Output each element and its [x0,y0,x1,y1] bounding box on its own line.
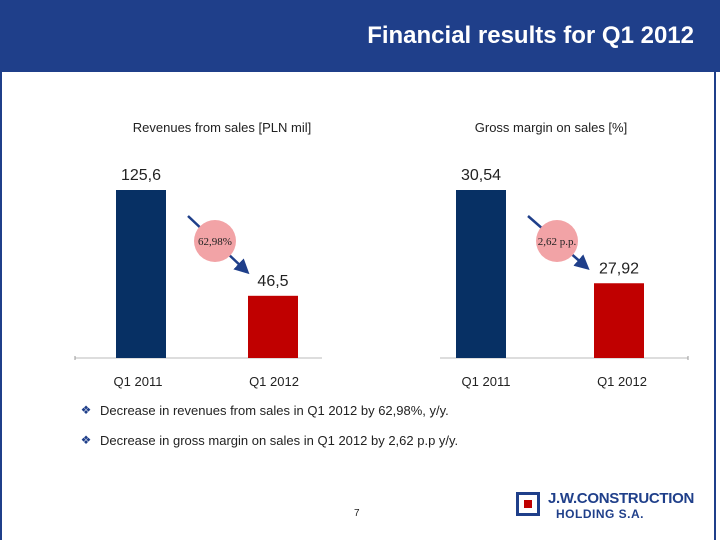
content-frame [0,72,716,540]
chart-title-revenues: Revenues from sales [PLN mil] [133,120,311,135]
bullet-text: Decrease in revenues from sales in Q1 20… [100,402,449,418]
bar-gross-margin-q1-2011 [456,190,506,358]
header-bar: Financial results for Q1 2012 [0,0,720,72]
bullet-text: Decrease in gross margin on sales in Q1 … [100,432,459,448]
diamond-bullet-icon: ❖ [80,403,92,417]
page-number: 7 [354,508,360,519]
value-label-revenues-2011: 125,6 [121,167,161,184]
value-label-gross-margin-2012: 27,92 [599,260,639,277]
company-logo: J.W.CONSTRUCTION HOLDING S.A. [516,490,706,522]
bar-revenues-q1-2011 [116,190,166,358]
logo-mark-icon [516,492,540,516]
diamond-bullet-icon: ❖ [80,433,92,447]
bar-revenues-q1-2012 [248,295,298,358]
page-title: Financial results for Q1 2012 [367,22,694,49]
value-label-gross-margin-2011: 30,54 [461,167,501,184]
chart-title-gross-margin: Gross margin on sales [%] [475,120,627,135]
logo-text-line1: J.W.CONSTRUCTION [548,490,695,507]
bullet-list: ❖ Decrease in revenues from sales in Q1 … [80,402,459,462]
x-label-gross-margin-2011: Q1 2011 [462,374,511,389]
bar-gross-margin-q1-2012 [594,283,644,358]
charts-area: Revenues from sales [PLN mil] 125,6 46,5… [74,120,689,389]
x-label-gross-margin-2012: Q1 2012 [597,374,647,389]
x-label-revenues-2012: Q1 2012 [249,374,299,389]
bullet-item: ❖ Decrease in revenues from sales in Q1 … [80,402,458,418]
value-label-revenues-2012: 46,5 [257,273,288,290]
change-badge-revenues [194,220,236,262]
change-badge-gross-margin [536,220,578,262]
change-label-revenues: 62,98% [198,236,232,248]
change-label-gross-margin: 2,62 p.p. [538,236,577,248]
bullet-item: ❖ Decrease in gross margin on sales in Q… [80,432,459,448]
x-label-revenues-2011: Q1 2011 [114,374,163,389]
logo-text-line2: HOLDING S.A. [556,507,645,521]
